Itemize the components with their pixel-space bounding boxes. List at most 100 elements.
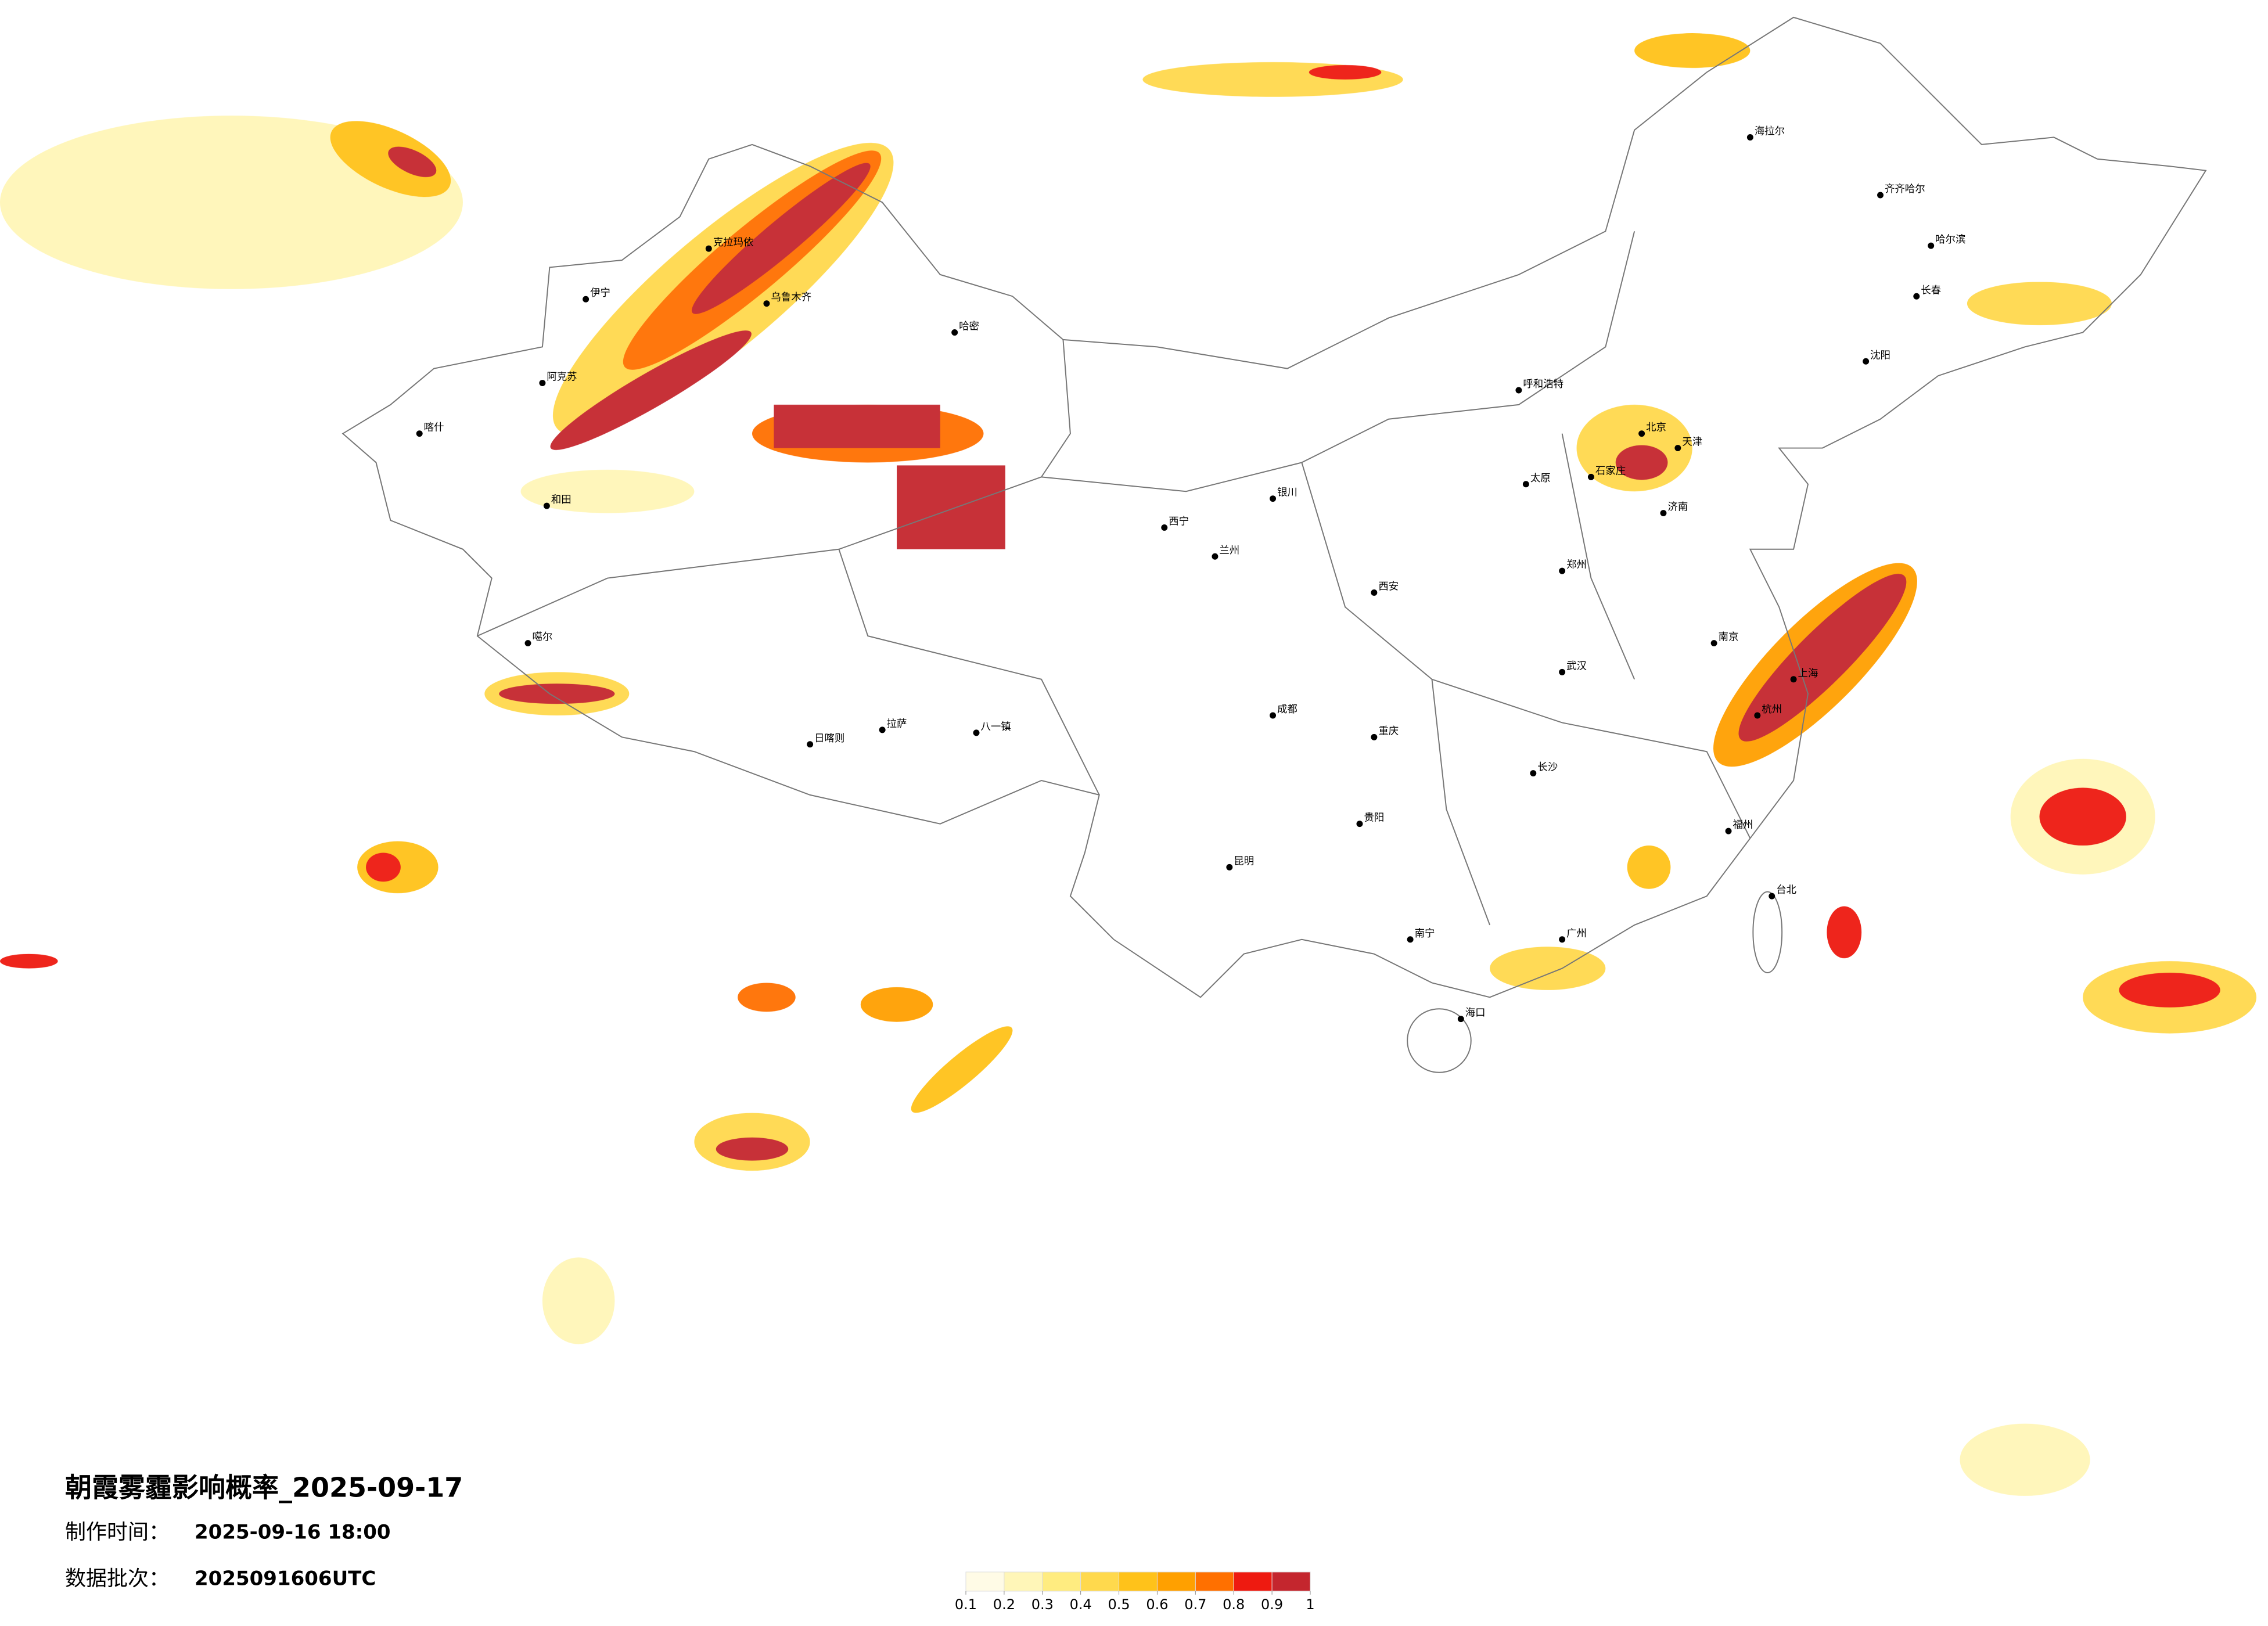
province-border bbox=[838, 549, 1100, 796]
field-area bbox=[691, 163, 871, 314]
map-title: 朝霞雾霾影响概率_2025-09-17 bbox=[65, 1472, 463, 1503]
city-label: 济南 bbox=[1667, 502, 1688, 513]
city-dot bbox=[763, 300, 770, 307]
colorbar-tick-label: 0.8 bbox=[1223, 1596, 1245, 1613]
colorbar-tick-label: 1 bbox=[1306, 1596, 1314, 1613]
city-label: 日喀则 bbox=[814, 733, 844, 744]
city-dot bbox=[1226, 864, 1233, 870]
city-dot bbox=[973, 729, 980, 736]
city-label: 重庆 bbox=[1378, 725, 1399, 737]
city-label: 拉萨 bbox=[887, 718, 907, 730]
city-label: 杭州 bbox=[1762, 704, 1782, 715]
field-area bbox=[1490, 947, 1606, 990]
city-label: 阿克苏 bbox=[547, 372, 577, 383]
city-dot bbox=[807, 741, 814, 748]
province-border bbox=[1301, 462, 1751, 839]
city-dot bbox=[1660, 510, 1667, 517]
city-label: 台北 bbox=[1776, 884, 1796, 896]
city-label: 齐齐哈尔 bbox=[1885, 184, 1925, 195]
city-label: 沈阳 bbox=[1870, 350, 1890, 361]
city-dot bbox=[1371, 733, 1378, 740]
city-label: 广州 bbox=[1566, 928, 1587, 940]
country-outline bbox=[342, 16, 2207, 998]
colorbar-tick-label: 0.1 bbox=[955, 1596, 977, 1613]
city-dot bbox=[1769, 893, 1775, 900]
boundaries bbox=[342, 16, 2207, 1073]
field-area bbox=[1738, 574, 1907, 742]
production-time-value: 2025-09-16 18:00 bbox=[195, 1521, 391, 1544]
city-label: 西宁 bbox=[1169, 516, 1189, 527]
city-dot bbox=[1710, 640, 1717, 647]
city-label: 喀什 bbox=[424, 422, 444, 434]
city-label: 哈尔滨 bbox=[1935, 234, 1965, 246]
colorbar-tick-label: 0.2 bbox=[993, 1596, 1015, 1613]
city-label: 噶尔 bbox=[532, 632, 552, 643]
colorbar-swatch bbox=[1156, 1571, 1196, 1592]
city-label: 海口 bbox=[1465, 1008, 1486, 1019]
field-area bbox=[1960, 1423, 2090, 1497]
city-label: 长春 bbox=[1921, 285, 1941, 296]
city-label: 天津 bbox=[1682, 437, 1702, 448]
colorbar-swatch bbox=[1119, 1571, 1158, 1592]
field-area bbox=[738, 983, 796, 1012]
city-dot bbox=[1530, 770, 1537, 777]
island-outline bbox=[1407, 1008, 1472, 1073]
city-dot bbox=[1559, 567, 1566, 574]
colorbar-swatch bbox=[1271, 1571, 1311, 1592]
data-batch-label: 数据批次： bbox=[65, 1567, 170, 1591]
field-area bbox=[1967, 282, 2112, 326]
city-dot bbox=[1356, 821, 1363, 828]
city-dot bbox=[524, 640, 531, 647]
city-dot bbox=[1863, 358, 1870, 365]
city-dot bbox=[1212, 553, 1219, 560]
city-dot bbox=[951, 329, 958, 336]
city-dot bbox=[416, 430, 423, 437]
province-border bbox=[477, 339, 1071, 637]
city-dot bbox=[1270, 712, 1277, 719]
data-batch-value: 2025091606UTC bbox=[195, 1567, 376, 1591]
city-dot bbox=[1725, 828, 1732, 834]
city-dot bbox=[1270, 495, 1277, 502]
colorbar-swatch bbox=[1195, 1571, 1234, 1592]
city-dot bbox=[1877, 192, 1884, 199]
field-area bbox=[520, 469, 695, 513]
colorbar-swatch bbox=[1004, 1571, 1043, 1592]
field-area bbox=[1627, 846, 1671, 889]
colorbar-swatch bbox=[965, 1571, 1005, 1592]
city-dot bbox=[1674, 445, 1681, 452]
field-area bbox=[1634, 33, 1751, 68]
city-dot bbox=[1913, 293, 1920, 300]
city-label: 南宁 bbox=[1415, 928, 1435, 940]
city-label: 武汉 bbox=[1566, 660, 1587, 672]
city-label: 伊宁 bbox=[590, 287, 610, 299]
field-area bbox=[542, 1257, 615, 1344]
city-label: 哈密 bbox=[959, 321, 979, 332]
city-dot bbox=[1515, 387, 1522, 394]
colorbar-swatch bbox=[1080, 1571, 1120, 1592]
city-label: 呼和浩特 bbox=[1523, 379, 1563, 390]
city-dot bbox=[543, 502, 550, 509]
city-dot bbox=[1522, 481, 1529, 488]
city-label: 八一镇 bbox=[980, 721, 1011, 733]
city-dot bbox=[539, 380, 546, 387]
field-area bbox=[366, 852, 401, 882]
field-area bbox=[2039, 787, 2126, 846]
city-dot bbox=[1790, 676, 1797, 683]
field-area bbox=[860, 987, 933, 1022]
city-label: 太原 bbox=[1530, 473, 1551, 484]
production-time-label: 制作时间： bbox=[65, 1520, 170, 1544]
city-dot bbox=[1638, 430, 1645, 437]
city-dot bbox=[1407, 936, 1414, 943]
city-label: 乌鲁木齐 bbox=[771, 292, 811, 304]
field-area bbox=[911, 1026, 1013, 1113]
field-area bbox=[1827, 906, 1862, 959]
city-dot bbox=[1754, 712, 1761, 719]
city-label: 海拉尔 bbox=[1755, 125, 1785, 137]
city-dot bbox=[583, 296, 590, 303]
colorbar-swatch bbox=[1233, 1571, 1273, 1592]
field-area bbox=[897, 465, 1005, 549]
province-border bbox=[1561, 433, 1636, 680]
city-label: 西安 bbox=[1378, 581, 1399, 592]
